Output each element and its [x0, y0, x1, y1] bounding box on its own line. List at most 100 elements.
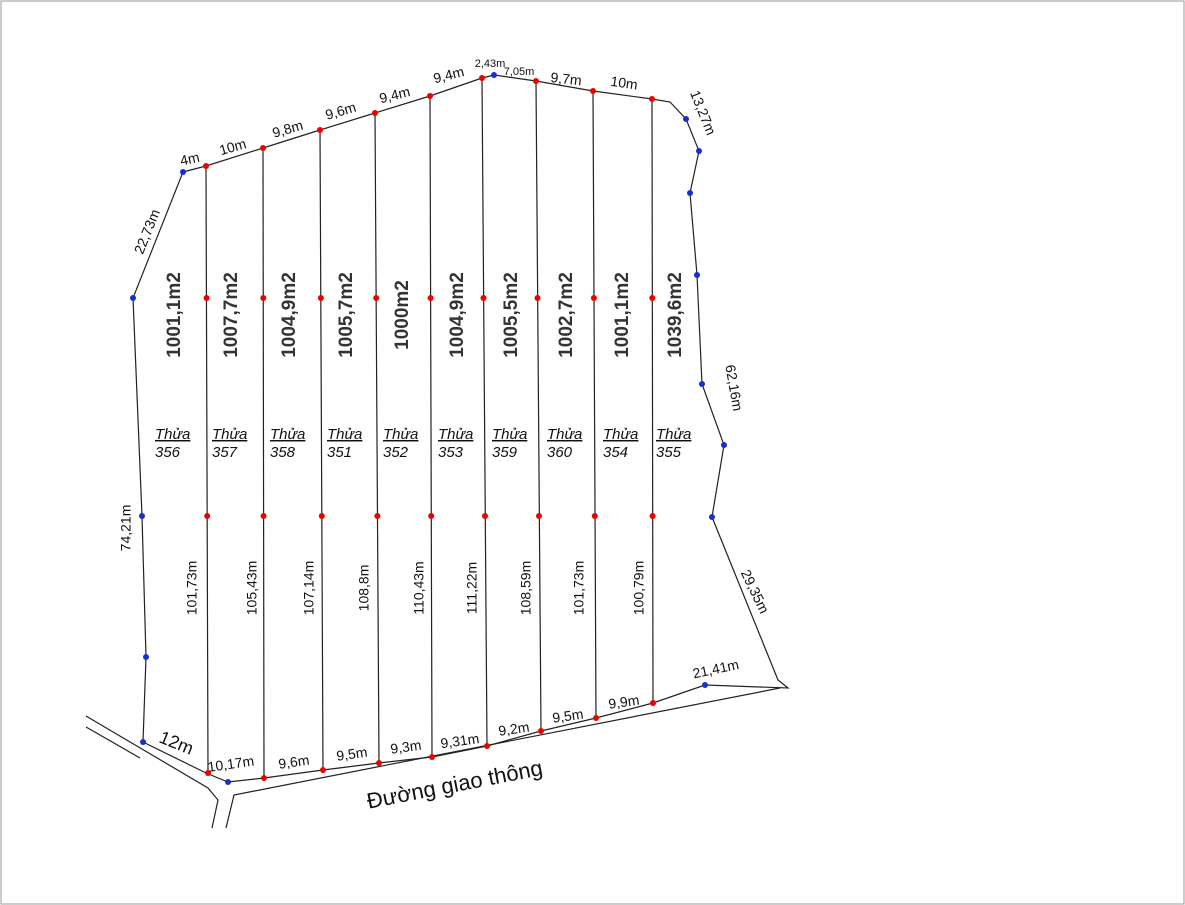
- edge-length: 9,9m: [607, 692, 640, 712]
- plot-area: 1000m2: [392, 280, 413, 350]
- edge-length: 62,16m: [722, 363, 746, 412]
- edge-length: 10m: [610, 73, 639, 93]
- plot-label: Thửa: [270, 426, 305, 443]
- plot-area: 1004,9m2: [279, 272, 300, 358]
- red-point: [482, 513, 488, 519]
- blue-point: [143, 654, 149, 660]
- plot-area: 1002,7m2: [556, 272, 577, 358]
- red-point: [479, 75, 485, 81]
- red-point: [373, 295, 380, 301]
- edge-length: 10,17m: [207, 753, 255, 775]
- divider-length: 101,73m: [184, 561, 200, 615]
- plot-number: 352: [383, 444, 409, 461]
- plot-label: Thửa: [547, 426, 582, 443]
- plot-number: 353: [438, 444, 464, 461]
- red-point: [260, 295, 267, 301]
- divider-length: 110,43m: [411, 561, 427, 614]
- blue-point: [683, 116, 689, 122]
- divider-length: 108,59m: [518, 561, 534, 615]
- edge-length: 9,7m: [550, 69, 583, 88]
- blue-point: [491, 72, 497, 78]
- plot-number: 357: [212, 444, 238, 461]
- blue-point: [225, 779, 231, 785]
- blue-point: [694, 272, 700, 278]
- plot-number: 351: [327, 444, 352, 461]
- edge-length: 12m: [156, 727, 196, 759]
- red-point: [650, 700, 656, 706]
- edge-length: 4m: [179, 149, 201, 169]
- road-edge: [85, 715, 219, 829]
- edge-length: 9,6m: [323, 99, 357, 123]
- plot-number: 359: [492, 444, 518, 461]
- divider-length: 100,79m: [631, 561, 647, 615]
- divider-length: 101,73m: [571, 561, 587, 615]
- blue-point: [130, 295, 136, 301]
- divider-length: 111,22m: [464, 562, 480, 614]
- red-point: [376, 760, 382, 766]
- plot-area: 1005,5m2: [501, 272, 522, 358]
- edge-length: 9,2m: [497, 719, 530, 739]
- edge-length: 9,5m: [335, 744, 368, 764]
- red-point: [591, 513, 598, 519]
- edge-length: 9,4m: [378, 83, 412, 106]
- red-point: [649, 295, 656, 301]
- plot-number: 355: [656, 444, 682, 461]
- road-edge: [225, 687, 781, 829]
- edge-length: 74,21m: [118, 505, 134, 552]
- plot-area: 1001,1m2: [612, 272, 633, 358]
- red-point: [204, 513, 211, 519]
- red-point: [427, 295, 434, 301]
- divider-line: [429, 95, 433, 758]
- red-point: [205, 770, 211, 776]
- blue-point: [180, 169, 186, 175]
- plot-area: 1001,1m2: [164, 272, 185, 358]
- red-point: [480, 295, 487, 301]
- edge-length: 2,43m: [475, 58, 506, 70]
- edge-length: 29,35m: [738, 567, 773, 616]
- divider-length: 107,14m: [301, 561, 317, 615]
- plot-label: Thửa: [327, 426, 362, 443]
- divider-line: [319, 129, 324, 771]
- edge-length: 7,05m: [504, 66, 535, 78]
- plot-number: 358: [270, 444, 296, 461]
- plot-area: 1007,7m2: [221, 272, 242, 358]
- red-point: [203, 163, 209, 169]
- red-point: [428, 513, 435, 519]
- plot-label: Thửa: [438, 426, 473, 443]
- red-point: [260, 513, 267, 519]
- edge-length: 21,41m: [691, 656, 740, 681]
- red-point: [649, 96, 655, 102]
- divider-length: 108,8m: [356, 565, 372, 612]
- red-point: [261, 775, 267, 781]
- plot-label: Thửa: [656, 426, 691, 443]
- divider-line: [262, 147, 265, 779]
- divider-line: [592, 90, 597, 719]
- edge-length: 9,5m: [551, 706, 584, 726]
- divider-line: [535, 80, 542, 732]
- divider-line: [481, 77, 488, 747]
- blue-point: [709, 514, 715, 520]
- blue-point: [140, 739, 146, 745]
- blue-point: [699, 381, 705, 387]
- red-point: [318, 513, 325, 519]
- blue-point: [139, 513, 145, 519]
- blue-point: [696, 148, 702, 154]
- boundary-lines: [85, 74, 790, 829]
- red-point: [534, 295, 541, 301]
- edge-length: 9,6m: [277, 752, 310, 772]
- divider-length: 105,43m: [244, 561, 260, 615]
- edge-length: 22,73m: [131, 207, 163, 256]
- edge-length: 9,4m: [432, 63, 466, 86]
- red-point: [203, 295, 210, 301]
- red-point: [533, 78, 539, 84]
- red-point: [427, 93, 433, 99]
- plot-area: 1039,6m2: [665, 272, 686, 358]
- plot-label: Thửa: [492, 426, 527, 443]
- plot-number: 354: [603, 444, 628, 461]
- edge-length: 9,31m: [439, 730, 480, 751]
- divider-line: [651, 98, 654, 704]
- edge-length: 9,3m: [389, 737, 422, 757]
- red-point: [593, 715, 599, 721]
- red-point: [429, 754, 435, 760]
